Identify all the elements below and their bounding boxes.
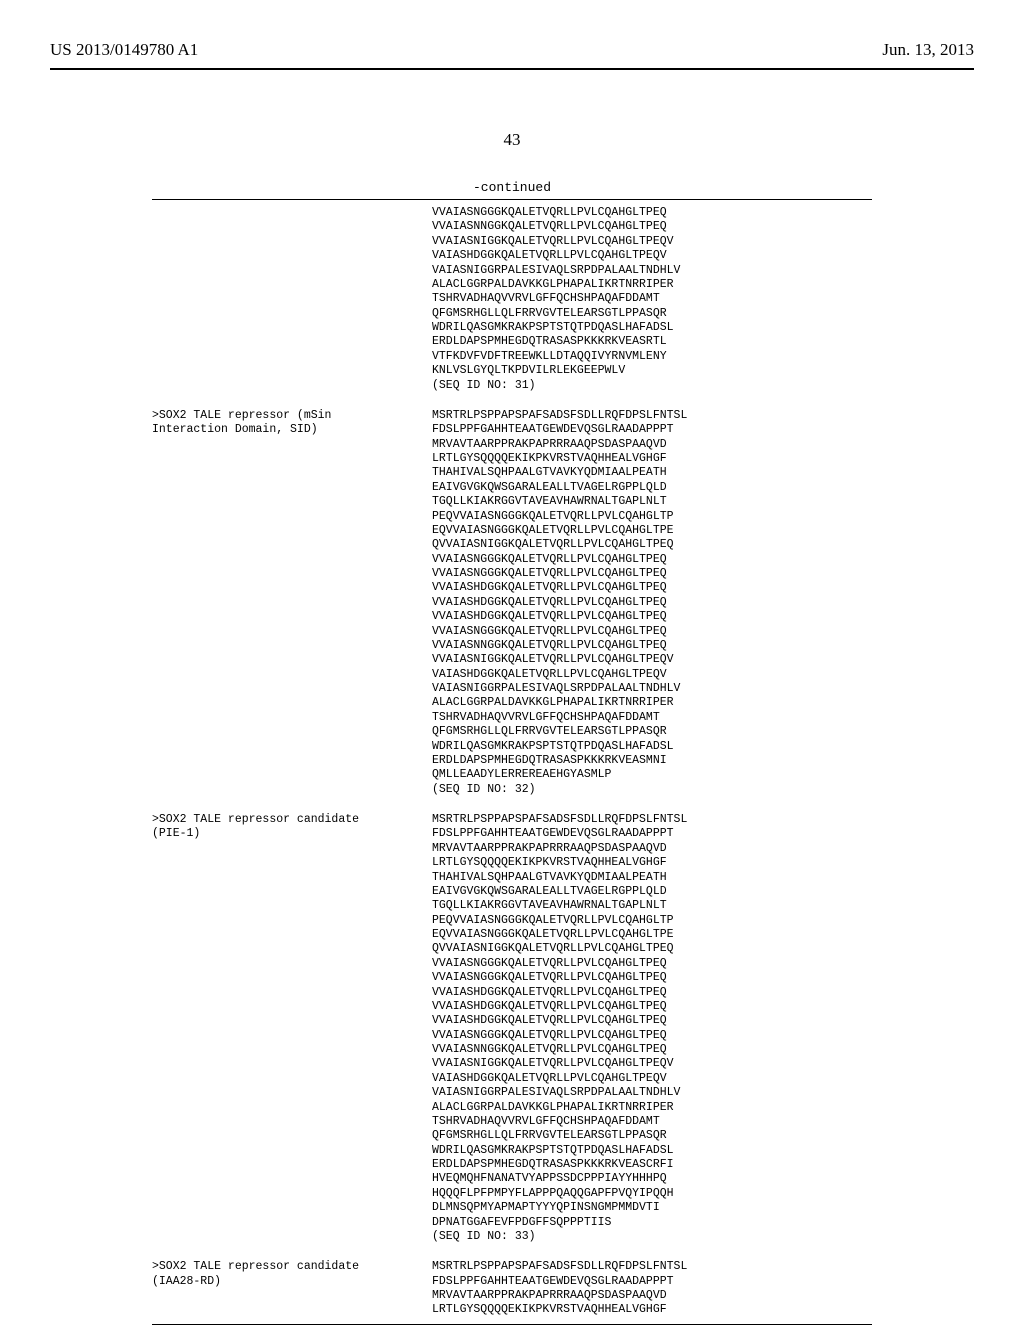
sequence-line: QMLLEAADYLERREREAEHGYASMLP	[432, 768, 872, 782]
sequence-line: THAHIVALSQHPAALGTVAVKYQDMIAALPEATH	[432, 871, 872, 885]
sequence-line: TSHRVADHAQVVRVLGFFQCHSHPAQAFDDAMT	[432, 711, 872, 725]
sequence-line: VAIASNIGGRPALESIVAQLSRPDPALAALTNDHLV	[432, 682, 872, 696]
sequence-line: QVVAIASNIGGKQALETVQRLLPVLCQAHGLTPEQ	[432, 538, 872, 552]
sequence-line: (SEQ ID NO: 31)	[432, 379, 872, 393]
sequence-line: HVEQMQHFNANATVYAPPSSDCPPPIAYYHHHPQ	[432, 1172, 872, 1186]
sequence-body: MSRTRLPSPPAPSPAFSADSFSDLLRQFDPSLFNTSLFDS…	[432, 409, 872, 797]
sequence-entry: >SOX2 TALE repressor candidate (PIE-1)MS…	[152, 813, 872, 1244]
header-rule	[50, 68, 974, 70]
page-header: US 2013/0149780 A1 Jun. 13, 2013	[50, 40, 974, 60]
sequence-line: DPNATGGAFEVFPDGFFSQPPPTIIS	[432, 1216, 872, 1230]
sequence-line: PEQVVAIASNGGGKQALETVQRLLPVLCQAHGLTP	[432, 510, 872, 524]
sequence-line: FDSLPPFGAHHTEAATGEWDEVQSGLRAADAPPPT	[432, 423, 872, 437]
sequence-line: ALACLGGRPALDAVKKGLPHAPALIKRTNRRIPER	[432, 278, 872, 292]
sequence-line: QFGMSRHGLLQLFRRVGVTELEARSGTLPPASQR	[432, 1129, 872, 1143]
sequence-line: MSRTRLPSPPAPSPAFSADSFSDLLRQFDPSLFNTSL	[432, 813, 872, 827]
sequence-line: PEQVVAIASNGGGKQALETVQRLLPVLCQAHGLTP	[432, 914, 872, 928]
sequence-line: QFGMSRHGLLQLFRRVGVTELEARSGTLPPASQR	[432, 307, 872, 321]
sequence-line: VVAIASNGGGKQALETVQRLLPVLCQAHGLTPEQ	[432, 567, 872, 581]
sequence-line: QFGMSRHGLLQLFRRVGVTELEARSGTLPPASQR	[432, 725, 872, 739]
sequence-line: MSRTRLPSPPAPSPAFSADSFSDLLRQFDPSLFNTSL	[432, 409, 872, 423]
sequence-line: LRTLGYSQQQQEKIKPKVRSTVAQHHEALVGHGF	[432, 856, 872, 870]
sequence-line: VAIASHDGGKQALETVQRLLPVLCQAHGLTPEQV	[432, 1072, 872, 1086]
sequence-line: TGQLLKIAKRGGVTAVEAVHAWRNALTGAPLNLT	[432, 899, 872, 913]
sequence-line: EAIVGVGKQWSGARALEALLTVAGELRGPPLQLD	[432, 481, 872, 495]
sequence-line: VVAIASNNGGKQALETVQRLLPVLCQAHGLTPEQ	[432, 220, 872, 234]
sequence-line: VVAIASHDGGKQALETVQRLLPVLCQAHGLTPEQ	[432, 1000, 872, 1014]
sequence-line: VVAIASNGGGKQALETVQRLLPVLCQAHGLTPEQ	[432, 553, 872, 567]
sequence-table: VVAIASNGGGKQALETVQRLLPVLCQAHGLTPEQVVAIAS…	[152, 199, 872, 1325]
sequence-line: (SEQ ID NO: 33)	[432, 1230, 872, 1244]
sequence-line: MRVAVTAARPPRAKPAPRRRAAQPSDASPAAQVD	[432, 438, 872, 452]
sequence-line: ERDLDAPSPMHEGDQTRASASPKKKRKVEASCRFI	[432, 1158, 872, 1172]
sequence-line: VVAIASHDGGKQALETVQRLLPVLCQAHGLTPEQ	[432, 596, 872, 610]
sequence-line: VVAIASNGGGKQALETVQRLLPVLCQAHGLTPEQ	[432, 625, 872, 639]
sequence-line: FDSLPPFGAHHTEAATGEWDEVQSGLRAADAPPPT	[432, 827, 872, 841]
sequence-line: EQVVAIASNGGGKQALETVQRLLPVLCQAHGLTPE	[432, 524, 872, 538]
sequence-line: VAIASNIGGRPALESIVAQLSRPDPALAALTNDHLV	[432, 1086, 872, 1100]
sequence-line: ALACLGGRPALDAVKKGLPHAPALIKRTNRRIPER	[432, 1101, 872, 1115]
publication-date: Jun. 13, 2013	[882, 40, 974, 60]
sequence-line: WDRILQASGMKRAKPSPTSTQTPDQASLHAFADSL	[432, 740, 872, 754]
sequence-line: VVAIASNGGGKQALETVQRLLPVLCQAHGLTPEQ	[432, 1029, 872, 1043]
sequence-line: LRTLGYSQQQQEKIKPKVRSTVAQHHEALVGHGF	[432, 1303, 872, 1317]
sequence-line: EAIVGVGKQWSGARALEALLTVAGELRGPPLQLD	[432, 885, 872, 899]
sequence-line: EQVVAIASNGGGKQALETVQRLLPVLCQAHGLTPE	[432, 928, 872, 942]
continued-label: -continued	[50, 180, 974, 195]
sequence-line: ERDLDAPSPMHEGDQTRASASPKKKRKVEASRTL	[432, 335, 872, 349]
sequence-line: VVAIASNIGGKQALETVQRLLPVLCQAHGLTPEQV	[432, 1057, 872, 1071]
sequence-line: THAHIVALSQHPAALGTVAVKYQDMIAALPEATH	[432, 466, 872, 480]
sequence-line: VVAIASNNGGKQALETVQRLLPVLCQAHGLTPEQ	[432, 639, 872, 653]
sequence-line: TGQLLKIAKRGGVTAVEAVHAWRNALTGAPLNLT	[432, 495, 872, 509]
sequence-line: DLMNSQPMYAPMAPTYYYQPINSNGMPMMDVTI	[432, 1201, 872, 1215]
sequence-line: TSHRVADHAQVVRVLGFFQCHSHPAQAFDDAMT	[432, 1115, 872, 1129]
sequence-line: MRVAVTAARPPRAKPAPRRRAAQPSDASPAAQVD	[432, 1289, 872, 1303]
sequence-line: VVAIASHDGGKQALETVQRLLPVLCQAHGLTPEQ	[432, 610, 872, 624]
sequence-line: VVAIASNIGGKQALETVQRLLPVLCQAHGLTPEQV	[432, 653, 872, 667]
sequence-entry: >SOX2 TALE repressor (mSin Interaction D…	[152, 409, 872, 797]
sequence-entry: VVAIASNGGGKQALETVQRLLPVLCQAHGLTPEQVVAIAS…	[152, 206, 872, 393]
sequence-line: VAIASHDGGKQALETVQRLLPVLCQAHGLTPEQV	[432, 249, 872, 263]
sequence-line: FDSLPPFGAHHTEAATGEWDEVQSGLRAADAPPPT	[432, 1275, 872, 1289]
sequence-line: VVAIASNNGGKQALETVQRLLPVLCQAHGLTPEQ	[432, 1043, 872, 1057]
sequence-line: VVAIASHDGGKQALETVQRLLPVLCQAHGLTPEQ	[432, 1014, 872, 1028]
sequence-label: >SOX2 TALE repressor (mSin Interaction D…	[152, 409, 432, 438]
sequence-label: >SOX2 TALE repressor candidate (IAA28-RD…	[152, 1260, 432, 1289]
sequence-line: (SEQ ID NO: 32)	[432, 783, 872, 797]
sequence-body: MSRTRLPSPPAPSPAFSADSFSDLLRQFDPSLFNTSLFDS…	[432, 1260, 872, 1318]
sequence-line: VVAIASHDGGKQALETVQRLLPVLCQAHGLTPEQ	[432, 986, 872, 1000]
publication-number: US 2013/0149780 A1	[50, 40, 198, 60]
sequence-line: VVAIASHDGGKQALETVQRLLPVLCQAHGLTPEQ	[432, 581, 872, 595]
sequence-line: HQQQFLPFPMPYFLAPPPQAQQGAPFPVQYIPQQH	[432, 1187, 872, 1201]
sequence-line: LRTLGYSQQQQEKIKPKVRSTVAQHHEALVGHGF	[432, 452, 872, 466]
sequence-body: VVAIASNGGGKQALETVQRLLPVLCQAHGLTPEQVVAIAS…	[432, 206, 872, 393]
sequence-line: WDRILQASGMKRAKPSPTSTQTPDQASLHAFADSL	[432, 1144, 872, 1158]
sequence-line: VAIASNIGGRPALESIVAQLSRPDPALAALTNDHLV	[432, 264, 872, 278]
sequence-line: VVAIASNGGGKQALETVQRLLPVLCQAHGLTPEQ	[432, 957, 872, 971]
sequence-line: VVAIASNIGGKQALETVQRLLPVLCQAHGLTPEQV	[432, 235, 872, 249]
sequence-line: VTFKDVFVDFTREEWKLLDTAQQIVYRNVMLENY	[432, 350, 872, 364]
sequence-label: >SOX2 TALE repressor candidate (PIE-1)	[152, 813, 432, 842]
sequence-line: MSRTRLPSPPAPSPAFSADSFSDLLRQFDPSLFNTSL	[432, 1260, 872, 1274]
sequence-line: VAIASHDGGKQALETVQRLLPVLCQAHGLTPEQV	[432, 668, 872, 682]
sequence-line: ERDLDAPSPMHEGDQTRASASPKKKRKVEASMNI	[432, 754, 872, 768]
sequence-line: KNLVSLGYQLTKPDVILRLEKGEEPWLV	[432, 364, 872, 378]
sequence-line: VVAIASNGGGKQALETVQRLLPVLCQAHGLTPEQ	[432, 971, 872, 985]
sequence-line: QVVAIASNIGGKQALETVQRLLPVLCQAHGLTPEQ	[432, 942, 872, 956]
page-number: 43	[50, 130, 974, 150]
sequence-line: ALACLGGRPALDAVKKGLPHAPALIKRTNRRIPER	[432, 696, 872, 710]
sequence-body: MSRTRLPSPPAPSPAFSADSFSDLLRQFDPSLFNTSLFDS…	[432, 813, 872, 1244]
sequence-line: TSHRVADHAQVVRVLGFFQCHSHPAQAFDDAMT	[432, 292, 872, 306]
sequence-line: MRVAVTAARPPRAKPAPRRRAAQPSDASPAAQVD	[432, 842, 872, 856]
sequence-line: WDRILQASGMKRAKPSPTSTQTPDQASLHAFADSL	[432, 321, 872, 335]
sequence-entry: >SOX2 TALE repressor candidate (IAA28-RD…	[152, 1260, 872, 1318]
sequence-line: VVAIASNGGGKQALETVQRLLPVLCQAHGLTPEQ	[432, 206, 872, 220]
